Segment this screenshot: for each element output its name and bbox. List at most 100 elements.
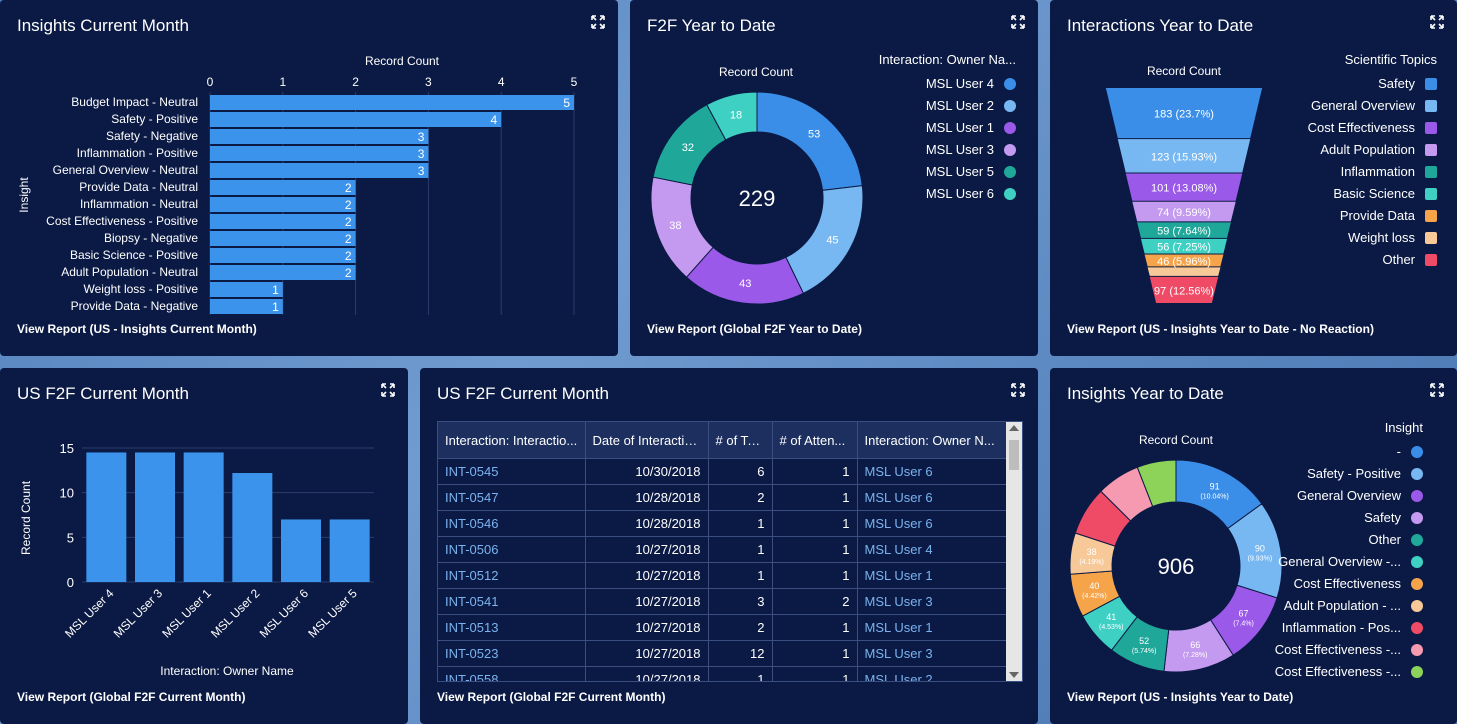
bar [232,473,273,582]
table-cell-link[interactable]: MSL User 3 [857,588,1007,615]
legend-item[interactable]: General Overview [1311,98,1415,113]
legend-item[interactable]: Cost Effectiveness -... [1275,642,1401,657]
view-report-link[interactable]: View Report (US - Insights Year to Date) [1067,690,1294,704]
column-header[interactable]: # of Atten... [772,422,858,459]
table-scrollbar[interactable] [1006,422,1022,681]
table-cell-link[interactable]: MSL User 2 [857,666,1007,681]
table-cell-link[interactable]: INT-0523 [438,640,586,667]
legend-item[interactable]: - [1397,444,1401,459]
legend-item[interactable]: MSL User 6 [926,186,994,201]
legend-item[interactable]: MSL User 4 [926,76,994,91]
scroll-down-icon[interactable] [1009,672,1019,678]
x-tick-label: MSL User 4 [62,586,117,641]
view-report-link[interactable]: View Report (Global F2F Current Month) [437,690,666,704]
legend-item[interactable]: Inflammation [1341,164,1415,179]
view-report-link[interactable]: View Report (Global F2F Current Month) [17,690,246,704]
table-row: INT-0546 10/28/2018 1 1 MSL User 6 [438,510,1007,537]
slice-label: 90 [1255,543,1265,553]
slice-label: 32 [682,142,694,154]
table-cell-link[interactable]: INT-0558 [438,666,586,681]
legend-item[interactable]: Inflammation - Pos... [1282,620,1401,635]
table-cell-link[interactable]: INT-0545 [438,458,586,485]
slice-percent: (7.28%) [1183,652,1208,659]
slice-label: 67 [1238,609,1248,619]
column-header[interactable]: Interaction: Interactio... [438,422,586,459]
legend-item[interactable]: Cost Effectiveness [1308,120,1415,135]
us-f2f-bar-panel: US F2F Current Month 0 5 10 15 Record Count M… [0,368,408,724]
column-header[interactable]: # of To... [708,422,773,459]
legend-item[interactable]: Safety - Positive [1307,466,1401,481]
legend-swatch [1411,622,1423,634]
legend-item[interactable]: General Overview -... [1278,554,1401,569]
panel-title: US F2F Current Month [17,384,189,403]
slice-percent: (9.93%) [1248,555,1273,562]
legend-item[interactable]: Adult Population - ... [1284,598,1401,613]
table-cell-link[interactable]: MSL User 1 [857,614,1007,641]
column-header[interactable]: Interaction: Owner N... [857,422,1007,459]
column-header[interactable]: Date of Interactio... [585,422,709,459]
legend-item[interactable]: General Overview [1297,488,1401,503]
legend-label: General Overview [1296,488,1401,503]
scroll-up-icon[interactable] [1009,425,1019,431]
view-report-link[interactable]: View Report (Global F2F Year to Date) [647,322,862,336]
legend-swatch [1004,100,1016,112]
legend-item[interactable]: MSL User 2 [926,98,994,113]
legend-swatch [1411,446,1423,458]
expand-icon[interactable] [1429,382,1445,398]
table-cell: 1 [772,510,858,537]
legend-item[interactable]: Cost Effectiveness [1294,576,1401,591]
expand-icon[interactable] [1010,382,1026,398]
legend-swatch [1411,490,1423,502]
legend-title: Interaction: Owner Na... [878,52,1016,67]
donut-total: 229 [739,186,776,211]
legend-item[interactable]: MSL User 3 [926,142,994,157]
table-cell-link[interactable]: INT-0513 [438,614,586,641]
table-row: INT-0541 10/27/2018 3 2 MSL User 3 [438,588,1007,615]
expand-icon[interactable] [1429,14,1445,30]
segment-label: 101 (13.08%) [1151,183,1217,195]
insights-donut-chart: Record Count 91 (10.04%) 90 (9.93%) 67 (7.4%) 6… [1069,433,1283,673]
f2f-donut-chart: Record Count 53 45 43 38 32 18 229 [650,65,864,305]
legend-label: Cost Effectiveness [1293,576,1401,591]
legend-item[interactable]: Weight loss [1348,230,1415,245]
slice-label: 52 [1139,636,1149,646]
table-cell-link[interactable]: MSL User 3 [857,640,1007,667]
expand-icon[interactable] [1010,14,1026,30]
legend-item[interactable]: MSL User 1 [926,120,994,135]
table-cell-link[interactable]: INT-0547 [438,484,586,511]
legend-item[interactable]: Other [1382,252,1415,267]
table-cell-link[interactable]: INT-0506 [438,536,586,563]
table-cell-link[interactable]: INT-0546 [438,510,586,537]
view-report-link[interactable]: View Report (US - Insights Current Month… [17,322,257,336]
expand-icon[interactable] [590,14,606,30]
bar [210,282,283,297]
table-cell-link[interactable]: INT-0512 [438,562,586,589]
table-cell-link[interactable]: MSL User 6 [857,484,1007,511]
scroll-thumb[interactable] [1009,440,1019,470]
legend-item[interactable]: Cost Effectiveness -... [1275,664,1401,679]
table-row: INT-0547 10/28/2018 2 1 MSL User 6 [438,484,1007,511]
category-label: Provide Data - Neutral [79,180,198,194]
legend-item[interactable]: MSL User 5 [926,164,994,179]
view-report-link[interactable]: View Report (US - Insights Year to Date … [1067,322,1374,336]
legend-label: Cost Effectiveness -... [1274,642,1401,657]
table-cell-link[interactable]: INT-0541 [438,588,586,615]
table-cell-link[interactable]: MSL User 6 [857,458,1007,485]
legend-item[interactable]: Basic Science [1333,186,1415,201]
bar [183,452,224,582]
legend-title: Scientific Topics [1344,52,1437,67]
table-cell-link[interactable]: MSL User 4 [857,536,1007,563]
data-label: 2 [345,232,352,246]
funnel-segment [1144,254,1224,267]
table-cell-link[interactable]: MSL User 6 [857,510,1007,537]
legend-item[interactable]: Other [1368,532,1401,547]
table-cell-link[interactable]: MSL User 1 [857,562,1007,589]
y-tick-label: 0 [67,575,74,590]
legend-item[interactable]: Safety [1364,510,1401,525]
legend-item[interactable]: Safety [1378,76,1415,91]
data-label: 1 [272,300,279,314]
legend-item[interactable]: Provide Data [1340,208,1415,223]
expand-icon[interactable] [380,382,396,398]
legend-item[interactable]: Adult Population [1320,142,1415,157]
data-label: 2 [345,181,352,195]
